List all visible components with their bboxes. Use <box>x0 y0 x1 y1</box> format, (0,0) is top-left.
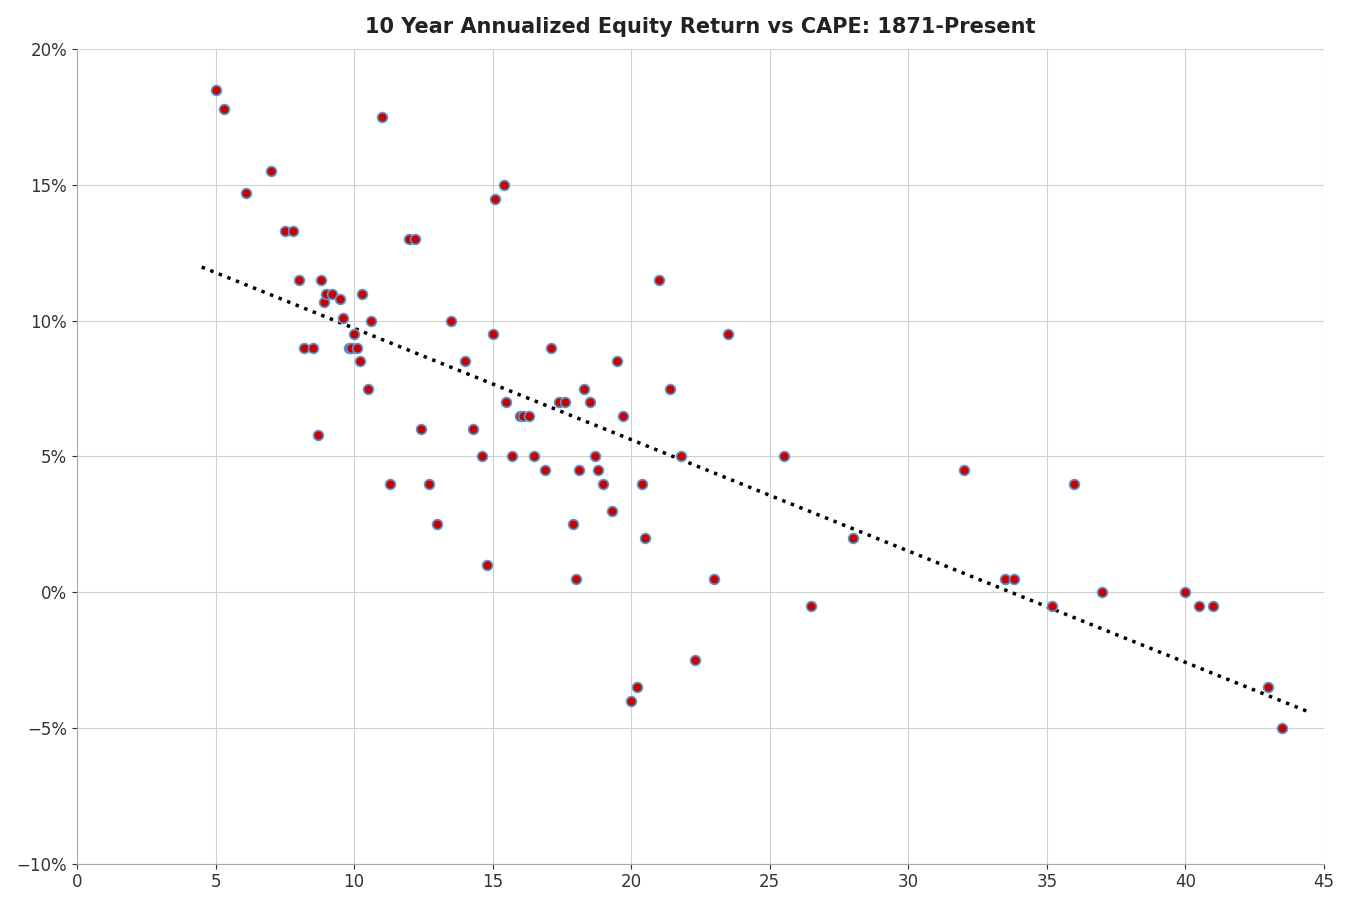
Title: 10 Year Annualized Equity Return vs CAPE: 1871-Present: 10 Year Annualized Equity Return vs CAPE… <box>365 16 1036 36</box>
Point <box>842 530 863 545</box>
Point <box>631 477 653 491</box>
Point <box>351 286 373 301</box>
Point <box>717 327 739 341</box>
Point <box>380 477 401 491</box>
Point <box>213 102 235 116</box>
Point <box>994 571 1016 586</box>
Point <box>952 463 974 478</box>
Point <box>573 381 594 396</box>
Point <box>409 422 431 437</box>
Point <box>1063 477 1085 491</box>
Point <box>399 232 420 247</box>
Point <box>585 449 607 464</box>
Point <box>427 517 449 531</box>
Point <box>274 224 296 239</box>
Point <box>477 558 499 572</box>
Point <box>343 327 365 341</box>
Point <box>1271 721 1293 735</box>
Point <box>509 409 531 423</box>
Point <box>293 340 315 355</box>
Point <box>1174 585 1196 599</box>
Point <box>517 409 539 423</box>
Point <box>485 192 507 206</box>
Point <box>359 313 381 328</box>
Point <box>1189 598 1210 613</box>
Point <box>1202 598 1224 613</box>
Point <box>340 340 362 355</box>
Point <box>523 449 544 464</box>
Point <box>501 449 523 464</box>
Point <box>540 340 562 355</box>
Point <box>205 83 227 97</box>
Point <box>567 463 589 478</box>
Point <box>670 449 692 464</box>
Point <box>1002 571 1024 586</box>
Point <box>620 694 642 708</box>
Point <box>554 395 576 410</box>
Point <box>349 354 370 369</box>
Point <box>593 477 615 491</box>
Point <box>565 571 586 586</box>
Point <box>588 463 609 478</box>
Point <box>496 395 517 410</box>
Point <box>313 294 335 309</box>
Point <box>282 224 304 239</box>
Point <box>261 164 282 179</box>
Point <box>454 354 476 369</box>
Point <box>1092 585 1113 599</box>
Point <box>659 381 681 396</box>
Point <box>417 477 439 491</box>
Point <box>322 286 343 301</box>
Point <box>309 272 331 287</box>
Point <box>288 272 309 287</box>
Point <box>470 449 492 464</box>
Point <box>493 178 515 192</box>
Point <box>626 680 647 695</box>
Point <box>704 571 725 586</box>
Point <box>648 272 670 287</box>
Point <box>1042 598 1063 613</box>
Point <box>612 409 634 423</box>
Point <box>462 422 484 437</box>
Point <box>562 517 584 531</box>
Point <box>1258 680 1279 695</box>
Point <box>235 186 257 201</box>
Point <box>601 504 623 518</box>
Point <box>773 449 794 464</box>
Point <box>346 340 367 355</box>
Point <box>607 354 628 369</box>
Point <box>482 327 504 341</box>
Point <box>578 395 600 410</box>
Point <box>332 311 354 325</box>
Point <box>549 395 570 410</box>
Point <box>357 381 378 396</box>
Point <box>512 409 534 423</box>
Point <box>684 653 705 667</box>
Point <box>307 428 328 442</box>
Point <box>372 110 393 124</box>
Point <box>800 598 821 613</box>
Point <box>316 286 338 301</box>
Point <box>535 463 557 478</box>
Point <box>634 530 655 545</box>
Point <box>404 232 426 247</box>
Point <box>301 340 323 355</box>
Point <box>330 291 351 306</box>
Point <box>338 340 359 355</box>
Point <box>440 313 462 328</box>
